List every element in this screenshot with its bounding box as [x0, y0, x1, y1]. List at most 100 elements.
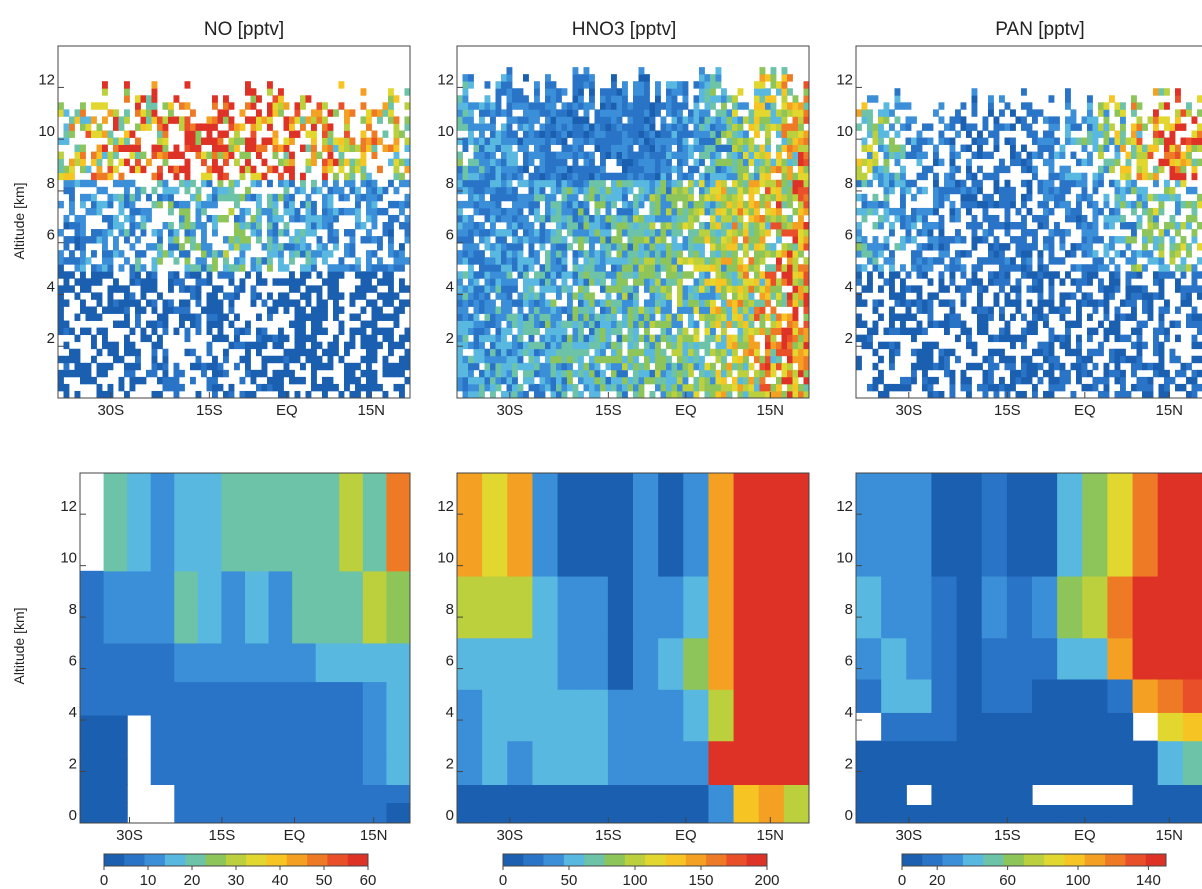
- heatmap-cell: [283, 158, 290, 167]
- heatmap-cell: [1048, 390, 1055, 398]
- heatmap-cell: [1004, 102, 1011, 110]
- heatmap-cell: [495, 376, 502, 385]
- heatmap-cell: [682, 158, 689, 167]
- heatmap-cell: [151, 243, 158, 251]
- heatmap-cell: [627, 327, 634, 336]
- heatmap-cell: [949, 278, 956, 286]
- heatmap-cell: [759, 81, 766, 89]
- heatmap-cell: [1037, 348, 1044, 357]
- heatmap-cell: [344, 172, 350, 181]
- heatmap-cell: [305, 144, 312, 152]
- heatmap-cell: [861, 207, 868, 216]
- heatmap-cell: [289, 193, 295, 202]
- heatmap-cell: [671, 278, 678, 286]
- heatmap-cell: [1021, 334, 1027, 343]
- heatmap-cell: [988, 369, 994, 378]
- heatmap-cell: [861, 158, 868, 167]
- heatmap-cell: [966, 207, 972, 216]
- heatmap-cell: [327, 341, 334, 350]
- heatmap-cell: [366, 236, 372, 244]
- heatmap-cell: [545, 362, 551, 371]
- heatmap-cell: [765, 130, 771, 138]
- heatmap-cell: [660, 292, 667, 300]
- heatmap-cell: [743, 243, 749, 251]
- heatmap-cell: [803, 229, 809, 237]
- heatmap-cell: [157, 313, 163, 321]
- heatmap-cell: [726, 299, 733, 307]
- heatmap-cell: [660, 299, 667, 307]
- heatmap-cell: [300, 179, 306, 188]
- heatmap-cell: [867, 341, 873, 350]
- heatmap-cell: [589, 292, 595, 300]
- heatmap-cell: [377, 264, 383, 272]
- heatmap-cell: [256, 193, 262, 202]
- heatmap-cell: [949, 151, 956, 160]
- heatmap-cell: [561, 214, 568, 223]
- heatmap-cell: [1026, 243, 1033, 251]
- heatmap-cell: [278, 102, 284, 110]
- heatmap-cell: [462, 341, 469, 350]
- heatmap-cell: [589, 214, 595, 223]
- heatmap-cell: [393, 214, 400, 223]
- heatmap-cell: [85, 116, 92, 124]
- heatmap-cell: [561, 109, 568, 117]
- heatmap-cell: [776, 362, 782, 371]
- heatmap-cell: [96, 299, 103, 307]
- heatmap-cell: [74, 348, 81, 357]
- heatmap-cell: [245, 243, 251, 251]
- heatmap-cell: [388, 278, 394, 286]
- heatmap-cell: [124, 313, 130, 321]
- heatmap-cell: [677, 285, 683, 293]
- heatmap-cell: [583, 158, 590, 167]
- heatmap-cell: [616, 362, 623, 371]
- heatmap-cell: [250, 123, 257, 131]
- heatmap-cell: [234, 193, 240, 202]
- heatmap-cell: [693, 320, 700, 328]
- heatmap-cell: [484, 278, 491, 286]
- heatmap-cell: [743, 313, 749, 321]
- heatmap-cell: [333, 383, 339, 392]
- heatmap-cell: [107, 137, 114, 145]
- heatmap-cell: [721, 250, 727, 258]
- heatmap-cell: [578, 278, 584, 286]
- heatmap-cell: [58, 257, 64, 265]
- heatmap-cell: [484, 151, 491, 160]
- heatmap-cell: [759, 376, 766, 385]
- heatmap-cell: [748, 299, 755, 307]
- heatmap-cell: [289, 250, 295, 258]
- heatmap-cell: [600, 369, 606, 378]
- heatmap-cell: [217, 285, 224, 293]
- heatmap-cell: [732, 306, 738, 314]
- heatmap-cell: [878, 285, 884, 293]
- heatmap-cell: [272, 383, 279, 392]
- heatmap-cell: [256, 229, 262, 237]
- heatmap-cell: [528, 278, 535, 286]
- heatmap-cell: [206, 151, 213, 160]
- heatmap-cell: [748, 193, 755, 202]
- heatmap-cell: [506, 299, 513, 307]
- heatmap-cell: [366, 278, 372, 286]
- heatmap-cell: [856, 172, 862, 181]
- heatmap-cell: [223, 116, 229, 124]
- heatmap-cell: [129, 341, 136, 350]
- heatmap-cell: [971, 236, 978, 244]
- heatmap-cell: [190, 264, 196, 272]
- heatmap-cell: [638, 151, 645, 160]
- heatmap-cell: [457, 123, 463, 131]
- heatmap-cell: [479, 264, 485, 272]
- heatmap-cell: [468, 81, 474, 89]
- heatmap-cell: [506, 130, 513, 138]
- heatmap-cell: [710, 88, 716, 96]
- heatmap-cell: [933, 186, 939, 195]
- heatmap-cell: [377, 193, 383, 202]
- heatmap-cell: [878, 355, 884, 364]
- heatmap-cell: [473, 362, 480, 371]
- heatmap-cell: [578, 207, 584, 216]
- heatmap-cell: [223, 348, 229, 357]
- heatmap-cell: [583, 313, 590, 321]
- heatmap-cell: [649, 376, 656, 385]
- heatmap-cell: [977, 130, 983, 138]
- heatmap-cell: [671, 193, 678, 202]
- heatmap-cell: [371, 222, 378, 230]
- heatmap-cell: [578, 179, 584, 188]
